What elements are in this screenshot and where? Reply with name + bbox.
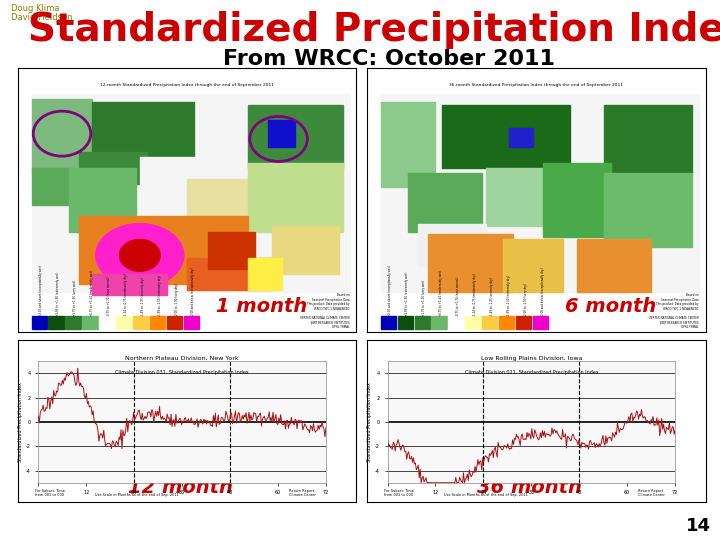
Bar: [428, 234, 513, 293]
Bar: [381, 94, 699, 293]
Bar: [516, 316, 531, 329]
Text: Climate Division 021, Standardized Precipitation Index: Climate Division 021, Standardized Preci…: [464, 370, 598, 375]
Bar: [79, 215, 248, 285]
Text: Return Report
Climate Center: Return Report Climate Center: [289, 489, 315, 497]
Bar: [482, 316, 498, 329]
Bar: [604, 105, 692, 173]
Text: -2.00 to -1.90 (very dry): -2.00 to -1.90 (very dry): [523, 282, 528, 315]
Bar: [485, 168, 588, 226]
Bar: [381, 102, 435, 186]
Bar: [408, 173, 482, 232]
Bar: [248, 163, 343, 232]
Text: +0.75 to +1.24 (moderately wet): +0.75 to +1.24 (moderately wet): [439, 269, 443, 315]
Bar: [32, 94, 350, 293]
Text: For Subset: Time
from 001 to 000: For Subset: Time from 001 to 000: [35, 489, 65, 497]
Bar: [431, 316, 446, 329]
Text: Climate Division 031, Standardized Precipitation Index: Climate Division 031, Standardized Preci…: [115, 370, 249, 375]
Text: Standardized Precipitation Index: Standardized Precipitation Index: [28, 11, 720, 49]
Text: +0.75 to +1.24 (moderately wet): +0.75 to +1.24 (moderately wet): [90, 269, 94, 315]
Text: -1.49 to -1.25 (severely dry): -1.49 to -1.25 (severely dry): [140, 276, 145, 315]
Bar: [503, 240, 564, 293]
Bar: [32, 316, 47, 329]
Bar: [79, 152, 147, 184]
Text: Use Scale in Months as of the end of Sep. 2011: Use Scale in Months as of the end of Sep…: [94, 494, 179, 497]
Bar: [207, 232, 255, 268]
Bar: [32, 99, 92, 173]
Bar: [32, 168, 72, 205]
Bar: [116, 316, 131, 329]
Text: 12 month: 12 month: [128, 478, 233, 497]
Bar: [187, 258, 271, 290]
Ellipse shape: [120, 240, 160, 271]
Bar: [92, 102, 194, 160]
Text: -0.75 to +0.74 (near normal): -0.75 to +0.74 (near normal): [456, 276, 460, 315]
Text: +2.00 and above (exceptionally wet): +2.00 and above (exceptionally wet): [388, 265, 392, 315]
Bar: [418, 224, 485, 266]
Bar: [381, 316, 396, 329]
Text: -2.00 and below (exceptionally dry): -2.00 and below (exceptionally dry): [541, 267, 544, 315]
Text: Return Report
Climate Center: Return Report Climate Center: [638, 489, 665, 497]
Text: +2.00 and above (exceptionally wet): +2.00 and above (exceptionally wet): [39, 265, 43, 315]
Text: -1.24 to -0.75 (moderately dry): -1.24 to -0.75 (moderately dry): [124, 273, 127, 315]
Bar: [92, 274, 167, 295]
Bar: [441, 105, 570, 168]
Text: +1.99 to +1.50 (extremely wet): +1.99 to +1.50 (extremely wet): [56, 271, 60, 315]
Bar: [68, 168, 137, 232]
Text: David Fieldson: David Fieldson: [11, 14, 72, 23]
Bar: [271, 226, 339, 274]
Bar: [604, 173, 692, 247]
Y-axis label: Standardized Precipitation Index: Standardized Precipitation Index: [18, 382, 23, 462]
Text: -1.99 to -1.50 (extremely dry): -1.99 to -1.50 (extremely dry): [507, 274, 510, 315]
Bar: [543, 163, 611, 237]
Title: Low Rolling Plains Division, Iowa: Low Rolling Plains Division, Iowa: [480, 356, 582, 361]
Text: +1.75 to +1.50 (very wet): +1.75 to +1.50 (very wet): [73, 279, 77, 315]
Text: 36-month Standardized Precipitation Index through the end of September 2011: 36-month Standardized Precipitation Inde…: [449, 83, 624, 87]
Ellipse shape: [96, 224, 184, 287]
Bar: [509, 129, 533, 147]
Bar: [269, 120, 295, 147]
Bar: [397, 316, 413, 329]
Text: Doug Klima: Doug Klima: [11, 4, 59, 13]
Bar: [248, 105, 343, 168]
Bar: [533, 316, 548, 329]
Text: 12-month Standardized Precipitation Index through the end of September 2011: 12-month Standardized Precipitation Inde…: [100, 83, 274, 87]
Text: Use Scale in Months as of the end of Sep. 2011: Use Scale in Months as of the end of Sep…: [444, 494, 528, 497]
Bar: [415, 316, 430, 329]
Text: +1.75 to +1.50 (very wet): +1.75 to +1.50 (very wet): [422, 279, 426, 315]
Text: -0.75 to +0.74 (near normal): -0.75 to +0.74 (near normal): [107, 276, 111, 315]
Text: 6 month: 6 month: [565, 297, 657, 316]
Title: Northern Plateau Division, New York: Northern Plateau Division, New York: [125, 356, 239, 361]
Bar: [167, 316, 182, 329]
Text: -1.24 to -0.75 (moderately dry): -1.24 to -0.75 (moderately dry): [473, 273, 477, 315]
Bar: [82, 316, 97, 329]
Text: Based on
Seasonal Precipitation Data
This product: Data provided by
WRCC/TWC 1 N: Based on Seasonal Precipitation Data Thi…: [300, 293, 350, 329]
Bar: [577, 240, 652, 293]
Bar: [187, 179, 248, 237]
Text: For Subset: Time
from 001 to 000: For Subset: Time from 001 to 000: [384, 489, 414, 497]
Bar: [184, 316, 199, 329]
Text: 36 month: 36 month: [477, 478, 582, 497]
Bar: [150, 316, 165, 329]
Text: From WRCC: October 2011: From WRCC: October 2011: [222, 49, 555, 69]
Text: 1 month: 1 month: [216, 297, 307, 316]
Bar: [248, 258, 282, 290]
Text: -1.99 to -1.50 (extremely dry): -1.99 to -1.50 (extremely dry): [158, 274, 161, 315]
Text: +1.99 to +1.50 (extremely wet): +1.99 to +1.50 (extremely wet): [405, 271, 409, 315]
Text: 14: 14: [686, 517, 711, 535]
Bar: [499, 316, 514, 329]
Bar: [66, 316, 81, 329]
Y-axis label: Standardized Precipitation Index: Standardized Precipitation Index: [367, 382, 372, 462]
Bar: [48, 316, 63, 329]
Text: -1.49 to -1.25 (severely dry): -1.49 to -1.25 (severely dry): [490, 276, 494, 315]
Text: -2.00 and below (exceptionally dry): -2.00 and below (exceptionally dry): [192, 267, 195, 315]
Bar: [449, 316, 464, 329]
Bar: [99, 316, 114, 329]
Text: Based on
Seasonal Precipitation Data
This product: Data provided by
WRCC/TWC 1 N: Based on Seasonal Precipitation Data Thi…: [649, 293, 699, 329]
Bar: [140, 158, 235, 221]
Text: -2.00 to -1.90 (very dry): -2.00 to -1.90 (very dry): [174, 282, 179, 315]
Bar: [465, 316, 480, 329]
Bar: [133, 316, 148, 329]
